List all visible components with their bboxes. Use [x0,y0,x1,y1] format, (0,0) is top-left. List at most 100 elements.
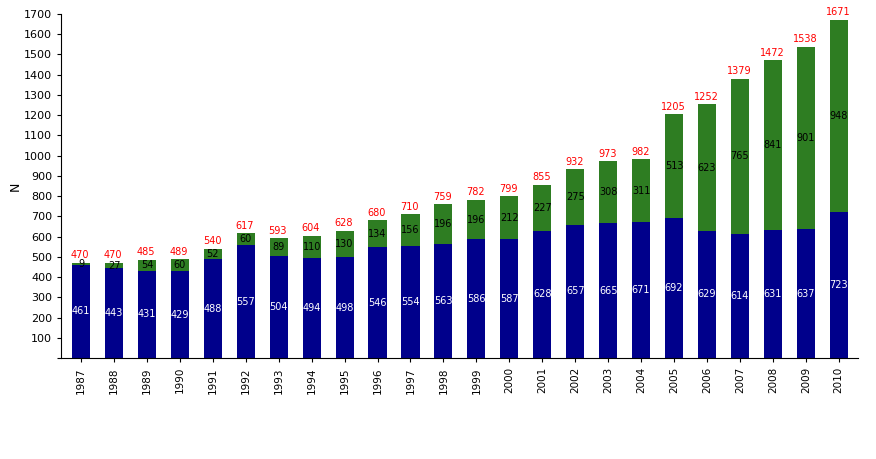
Bar [796,229,815,358]
Text: 710: 710 [400,202,419,212]
Bar [764,60,782,230]
Bar [698,105,716,231]
Bar [105,263,124,269]
Text: 586: 586 [467,294,485,304]
Bar [434,204,453,244]
Text: 27: 27 [108,261,120,270]
Text: 587: 587 [500,294,519,303]
Bar [72,263,90,265]
Bar [171,271,189,358]
Text: 9: 9 [78,259,84,269]
Text: 628: 628 [335,218,353,229]
Text: 130: 130 [336,239,354,249]
Bar [302,258,321,358]
Bar [138,260,156,271]
Text: 196: 196 [434,219,453,229]
Text: 498: 498 [336,302,354,313]
Text: 759: 759 [434,192,452,202]
Text: 604: 604 [301,223,320,233]
Text: 628: 628 [533,290,552,299]
Text: 765: 765 [731,151,749,161]
Bar [632,222,650,358]
Text: 637: 637 [796,289,815,298]
Bar [566,169,584,225]
Bar [830,212,848,358]
Bar [369,220,386,247]
Bar [698,231,716,358]
Text: 494: 494 [302,303,321,313]
Text: 1472: 1472 [759,48,784,57]
Bar [237,245,255,358]
Text: 563: 563 [434,296,453,306]
Bar [270,238,288,256]
Text: 504: 504 [270,302,288,312]
Bar [500,239,519,358]
Bar [566,225,584,358]
Text: 973: 973 [598,149,617,158]
Text: 680: 680 [367,208,385,218]
Text: 212: 212 [500,213,519,223]
Text: 932: 932 [565,157,583,167]
Text: 982: 982 [631,147,649,157]
Text: 546: 546 [368,298,387,308]
Bar [204,259,222,358]
Text: 671: 671 [632,285,650,295]
Bar [237,233,255,245]
Text: 429: 429 [171,309,189,319]
Text: 629: 629 [697,289,717,299]
Text: 782: 782 [466,187,484,197]
Text: 1379: 1379 [727,67,752,76]
Text: 443: 443 [105,308,124,318]
Bar [434,244,453,358]
Bar [665,218,683,358]
Bar [500,196,519,239]
Bar [105,269,124,358]
Bar [401,246,420,358]
Text: 623: 623 [697,162,717,173]
Text: 196: 196 [467,214,485,224]
Bar [731,234,749,358]
Text: 513: 513 [665,161,683,171]
Bar [302,236,321,258]
Text: 593: 593 [269,225,287,235]
Text: 799: 799 [499,184,518,194]
Text: 470: 470 [71,251,89,260]
Y-axis label: N: N [9,181,21,190]
Text: 1205: 1205 [661,101,686,112]
Text: 692: 692 [665,283,683,293]
Text: 60: 60 [173,260,186,270]
Bar [270,256,288,358]
Bar [533,231,551,358]
Text: 311: 311 [632,185,650,196]
Text: 156: 156 [401,225,420,235]
Bar [336,257,354,358]
Text: 489: 489 [170,246,188,257]
Text: 617: 617 [236,221,254,231]
Text: 855: 855 [532,173,551,182]
Bar [467,200,485,239]
Text: 901: 901 [796,133,815,143]
Text: 948: 948 [830,111,848,121]
Text: 110: 110 [302,242,321,252]
Bar [796,46,815,229]
Text: 1671: 1671 [825,7,850,17]
Text: 723: 723 [830,280,848,290]
Bar [336,231,354,257]
Text: 89: 89 [272,242,285,252]
Bar [467,239,485,358]
Text: 1538: 1538 [793,34,817,44]
Bar [632,159,650,222]
Bar [665,114,683,218]
Text: 308: 308 [599,187,618,197]
Text: 227: 227 [533,203,552,213]
Text: 134: 134 [369,229,386,239]
Bar [72,265,90,358]
Bar [599,224,618,358]
Text: 540: 540 [202,236,222,246]
Text: 60: 60 [240,234,252,244]
Text: 557: 557 [237,297,255,307]
Text: 275: 275 [566,192,584,202]
Text: 631: 631 [764,289,782,299]
Text: 470: 470 [104,251,123,260]
Bar [599,161,618,224]
